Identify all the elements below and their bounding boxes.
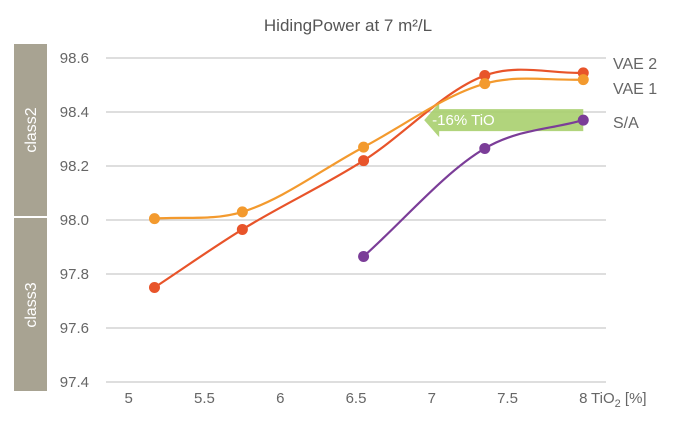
- y-tick-label: 98.2: [60, 158, 89, 175]
- x-tick-labels: 5 5.5 6 6.5 7 7.5 8: [125, 390, 588, 407]
- class2-band: [14, 44, 47, 216]
- y-tick-label: 98.4: [60, 104, 89, 121]
- y-tick-label: 97.4: [60, 374, 89, 391]
- series-point: [577, 114, 589, 126]
- class3-band: [14, 218, 47, 391]
- series-labels: VAE 2 VAE 1 S/A: [613, 56, 657, 132]
- chart-title: HidingPower at 7 m²/L: [264, 16, 432, 35]
- series-label-2: S/A: [613, 115, 639, 132]
- x-tick-label: 5.5: [194, 390, 215, 407]
- y-tick-label: 97.6: [60, 320, 89, 337]
- class2-label: class2: [23, 107, 40, 152]
- class3-label: class3: [23, 282, 40, 327]
- series-point: [577, 74, 589, 86]
- series-line-1: [154, 77, 584, 220]
- x-tick-label: 5: [125, 390, 133, 407]
- series-point: [148, 213, 160, 225]
- series-point: [479, 70, 491, 82]
- series-line-2: [362, 119, 584, 258]
- series-line-0: [153, 68, 584, 289]
- x-tick-label: 7: [428, 390, 436, 407]
- y-tick-label: 98.6: [60, 50, 89, 67]
- x-tick-label: 7.5: [497, 390, 518, 407]
- y-tick-label: 97.8: [60, 266, 89, 283]
- series-point: [358, 155, 370, 167]
- series-point: [236, 206, 248, 218]
- series-label-0: VAE 2: [613, 56, 657, 73]
- series-point: [236, 223, 248, 235]
- tio2-reduction-arrow: -16% TiO: [424, 103, 584, 138]
- series-label-1: VAE 1: [613, 81, 657, 98]
- series-lines: [148, 67, 589, 293]
- y-tick-labels: 97.4 97.6 97.8 98.0 98.2 98.4 98.6: [60, 50, 89, 391]
- series-point: [479, 142, 491, 154]
- series-point: [358, 141, 370, 153]
- x-tick-label: 6.5: [346, 390, 367, 407]
- y-tick-label: 98.0: [60, 212, 89, 229]
- series-point: [358, 250, 370, 262]
- series-point: [148, 282, 160, 293]
- x-tick-label: 8: [579, 390, 587, 407]
- gridlines: [106, 57, 606, 383]
- x-axis-label: TiO2 [%]: [591, 390, 647, 410]
- class-bands: class2 class3: [14, 44, 47, 391]
- arrow-label: -16% TiO: [432, 112, 495, 129]
- series-point: [479, 78, 491, 90]
- x-tick-label: 6: [276, 390, 284, 407]
